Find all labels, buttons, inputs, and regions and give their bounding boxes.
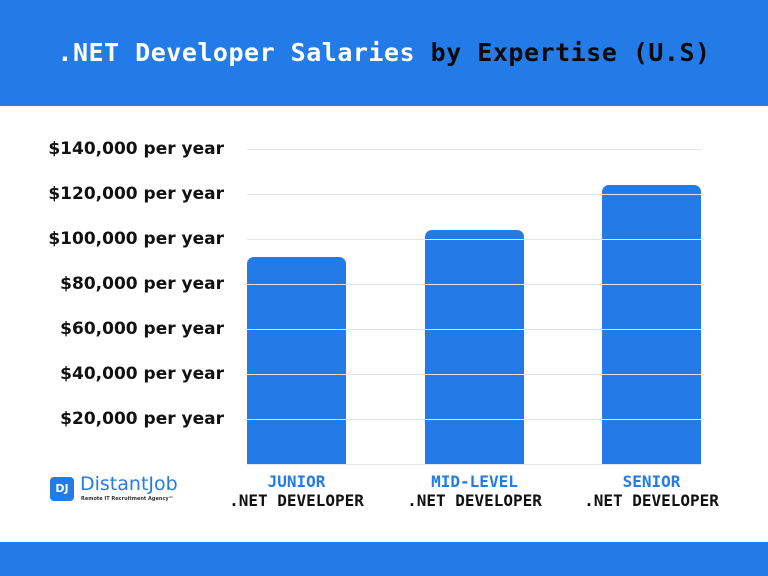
y-axis-tick-label: $40,000 per year (60, 364, 224, 384)
chart-title: .NET Developer Salaries by Expertise (U.… (0, 38, 768, 67)
gridline (247, 419, 701, 420)
logo-name: DistantJob (80, 473, 178, 495)
x-axis-category-label: SENIOR .NET DEVELOPER (584, 472, 719, 510)
header-banner: .NET Developer Salaries by Expertise (U.… (0, 0, 768, 106)
logo-tagline: Remote IT Recruitment Agency™ (81, 496, 174, 502)
baseline (247, 464, 701, 465)
gridline (247, 239, 701, 240)
gridline (247, 149, 701, 150)
bar (602, 185, 701, 464)
y-axis-tick-label: $80,000 per year (60, 274, 224, 294)
y-axis-tick-label: $60,000 per year (60, 319, 224, 339)
bar (247, 257, 346, 464)
title-part-1: .NET Developer Salaries (57, 38, 416, 67)
y-axis-tick-label: $140,000 per year (48, 139, 224, 159)
dj-logo-icon: DJ (50, 477, 74, 501)
gridline (247, 284, 701, 285)
gridline (247, 329, 701, 330)
gridline (247, 374, 701, 375)
bar (425, 230, 524, 464)
x-axis-category-label: JUNIOR .NET DEVELOPER (229, 472, 364, 510)
title-part-2: by Expertise (U.S) (430, 38, 711, 67)
y-axis-tick-label: $100,000 per year (48, 229, 224, 249)
gridline (247, 194, 701, 195)
x-axis-category-label: MID-LEVEL .NET DEVELOPER (407, 472, 542, 510)
y-axis-tick-label: $20,000 per year (60, 409, 224, 429)
footer-banner (0, 542, 768, 576)
y-axis-tick-label: $120,000 per year (48, 184, 224, 204)
